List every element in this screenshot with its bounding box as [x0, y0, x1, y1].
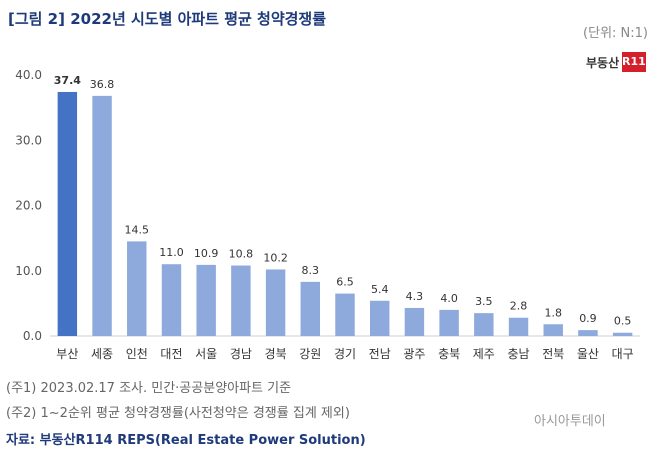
bar [474, 313, 494, 336]
logo-text: 부동산 [586, 56, 620, 70]
data-label: 11.0 [159, 246, 184, 259]
x-tick-label: 부산 [56, 347, 78, 361]
bar [543, 324, 563, 336]
data-label: 10.2 [263, 251, 288, 264]
data-label: 14.5 [125, 223, 150, 236]
x-tick-label: 전남 [369, 347, 391, 361]
data-label: 10.9 [194, 247, 219, 260]
footnote-1: (주1) 2023.02.17 조사. 민간·공공분양아파트 기준 [6, 381, 292, 396]
x-tick-label: 전북 [542, 347, 564, 361]
bar [300, 281, 321, 336]
x-tick-label: 인천 [126, 346, 148, 361]
bar [127, 241, 147, 336]
bar [404, 307, 425, 336]
data-label: 0.9 [579, 312, 597, 325]
footnote-2: (주2) 1~2순위 평균 청약경쟁률(사전청약은 경쟁률 집계 제외) [6, 406, 350, 421]
data-label: 36.8 [90, 78, 115, 91]
source-line: 자료: 부동산R114 REPS(Real Estate Power Solut… [6, 433, 366, 448]
y-tick-label: 40.0 [15, 68, 42, 82]
bar [369, 300, 390, 336]
x-tick-label: 대구 [612, 347, 634, 361]
data-label: 8.3 [302, 264, 320, 277]
x-tick-label: 충북 [438, 347, 460, 361]
data-label: 1.8 [544, 306, 562, 319]
y-tick-label: 0.0 [23, 329, 42, 343]
data-label: 10.8 [229, 248, 254, 261]
bar [57, 91, 78, 336]
x-tick-label: 대전 [160, 347, 182, 361]
x-tick-label: 경기 [334, 347, 356, 361]
x-tick-label: 제주 [473, 347, 495, 361]
bar [439, 309, 459, 336]
bar [265, 269, 286, 336]
bar [161, 264, 182, 336]
y-tick-label: 30.0 [15, 133, 42, 147]
bar [578, 330, 598, 336]
data-label: 0.5 [614, 315, 632, 328]
bar [92, 95, 112, 336]
data-label: 4.3 [406, 290, 424, 303]
bar [612, 332, 633, 336]
unit-label: (단위: N:1) [583, 26, 648, 41]
watermark: 아시아투데이 [534, 414, 606, 429]
y-tick-label: 10.0 [15, 264, 42, 278]
data-label: 5.4 [371, 283, 389, 296]
x-tick-label: 울산 [577, 347, 599, 361]
x-tick-label: 세종 [91, 347, 113, 361]
bar [508, 317, 529, 336]
x-tick-label: 경남 [230, 347, 252, 361]
y-tick-label: 20.0 [15, 199, 42, 213]
data-label: 3.5 [475, 295, 493, 308]
bar [196, 264, 216, 336]
logo-badge: R114 [622, 52, 653, 72]
x-tick-label: 서울 [195, 347, 217, 361]
x-tick-label: 광주 [403, 347, 425, 361]
x-tick-label: 충남 [507, 347, 529, 361]
bar-chart: 0.0 10.0 20.0 30.0 40.0 37.4 부산 36.8 세종 14.5 인천 11.… [15, 68, 640, 361]
x-tick-label: 경북 [265, 347, 287, 361]
r114-logo: 부동산 R114 [586, 52, 653, 72]
chart-title: [그림 2] 2022년 시도별 아파트 평균 청약경쟁률 [8, 10, 327, 28]
x-tick-label: 강원 [299, 347, 321, 361]
data-label: 2.8 [510, 300, 528, 313]
data-label: 37.4 [54, 74, 81, 87]
bar [231, 265, 251, 336]
data-label: 4.0 [440, 292, 458, 305]
data-label: 6.5 [336, 276, 354, 289]
bar [335, 293, 355, 336]
